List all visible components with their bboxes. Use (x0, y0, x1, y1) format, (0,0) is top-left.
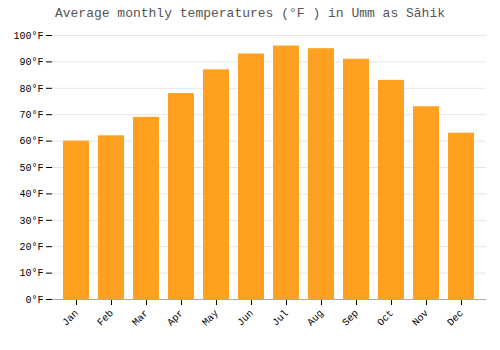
svg-text:10°F: 10°F (19, 268, 43, 279)
svg-text:100°F: 100°F (13, 31, 43, 42)
svg-text:Jan: Jan (60, 308, 81, 329)
svg-text:Sep: Sep (340, 308, 361, 329)
svg-text:Feb: Feb (95, 308, 116, 329)
svg-text:40°F: 40°F (19, 189, 43, 200)
svg-text:90°F: 90°F (19, 57, 43, 68)
svg-text:Jul: Jul (270, 308, 291, 329)
svg-text:60°F: 60°F (19, 136, 43, 147)
svg-text:Apr: Apr (165, 308, 186, 329)
svg-text:30°F: 30°F (19, 216, 43, 227)
svg-text:Jun: Jun (235, 308, 256, 329)
svg-text:0°F: 0°F (25, 295, 43, 306)
svg-text:Dec: Dec (445, 308, 466, 329)
html-text:Average monthly temperatures (: Average monthly temperatures (°F ) in Um… (55, 6, 445, 21)
svg-text:May: May (200, 308, 221, 329)
svg-text:50°F: 50°F (19, 163, 43, 174)
svg-text:Aug: Aug (305, 308, 326, 329)
svg-text:Nov: Nov (410, 308, 431, 329)
svg-text:Oct: Oct (375, 308, 396, 329)
svg-text:70°F: 70°F (19, 110, 43, 121)
svg-text:20°F: 20°F (19, 242, 43, 253)
svg-text:80°F: 80°F (19, 84, 43, 95)
svg-text:Mar: Mar (130, 308, 151, 329)
